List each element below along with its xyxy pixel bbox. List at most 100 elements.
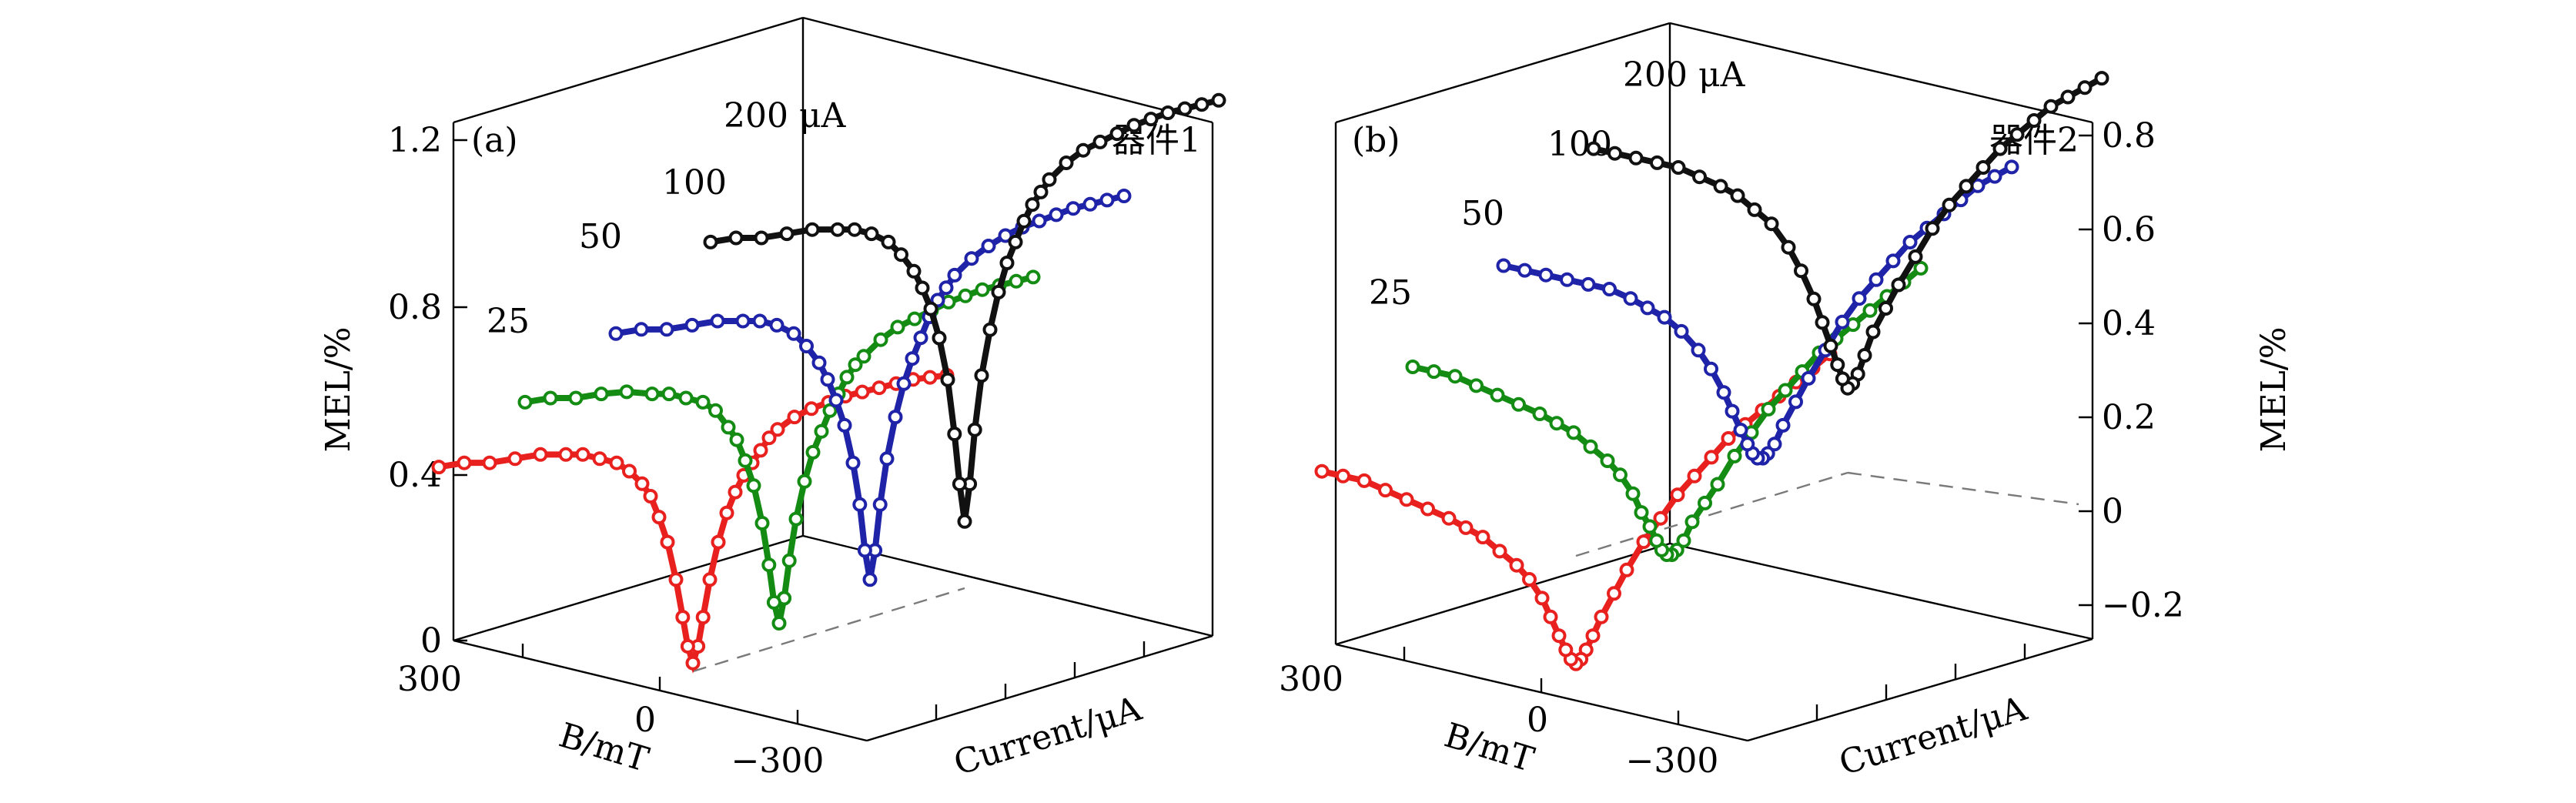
data-point	[1913, 260, 1929, 276]
data-point	[1710, 477, 1725, 492]
data-point	[1126, 118, 1142, 133]
data-point	[1830, 357, 1845, 373]
b-tick-label: 0	[634, 701, 656, 740]
data-point	[1835, 371, 1850, 386]
data-point	[1908, 249, 1923, 264]
data-point	[1025, 269, 1041, 285]
data-point	[592, 451, 607, 467]
data-point	[1775, 417, 1791, 433]
data-point	[608, 326, 624, 341]
b-tick-label: −300	[731, 741, 825, 781]
data-point	[828, 393, 844, 408]
data-point	[1992, 141, 2008, 156]
data-point	[1657, 309, 1672, 325]
data-point	[1674, 323, 1689, 339]
data-point	[685, 655, 701, 671]
data-point	[1092, 134, 1108, 149]
data-point	[766, 594, 781, 610]
data-point	[982, 322, 998, 337]
series-label: 50	[579, 217, 622, 256]
current-axis-label: Current/μA	[1835, 689, 2032, 784]
data-point	[771, 616, 787, 631]
b-axis-label: B/mT	[1440, 715, 1538, 779]
axis-edge	[1335, 22, 1671, 124]
data-point	[1781, 239, 1796, 255]
y-tick-label: 0.4	[2102, 304, 2156, 343]
series-3: 100	[1496, 125, 2019, 466]
data-point	[1684, 514, 1700, 530]
data-point	[1942, 197, 1957, 212]
data-point	[1852, 291, 1867, 306]
y-tick-label: 0.2	[2102, 398, 2156, 437]
data-point	[1378, 483, 1393, 498]
data-point	[2043, 99, 2059, 114]
data-point	[675, 610, 691, 625]
data-point	[1116, 189, 1132, 203]
data-point	[533, 447, 548, 462]
y-tick-label: −0.2	[2102, 586, 2184, 625]
data-point	[1211, 92, 1226, 108]
data-point	[881, 234, 896, 249]
data-point	[1405, 360, 1420, 374]
data-point	[1704, 361, 1718, 376]
data-point	[805, 222, 820, 237]
y-tick-label: 0.4	[388, 456, 442, 495]
series-label: 100	[662, 163, 727, 202]
data-point	[2060, 89, 2076, 105]
data-point	[1636, 534, 1651, 550]
data-point	[1619, 562, 1634, 577]
data-point	[1076, 142, 1091, 158]
data-point	[1586, 141, 1601, 156]
data-point	[1642, 519, 1658, 534]
data-point	[1441, 510, 1457, 526]
data-point	[1801, 370, 1816, 386]
data-point	[1716, 385, 1731, 400]
data-point	[703, 234, 718, 249]
data-point	[1747, 202, 1762, 217]
data-point	[543, 390, 558, 406]
data-point	[1764, 216, 1779, 232]
data-point	[1059, 156, 1074, 170]
data-point	[788, 511, 804, 527]
data-point	[907, 311, 922, 326]
y-tick-label: 0	[2102, 492, 2123, 531]
data-point	[651, 510, 667, 525]
data-point	[1049, 207, 1064, 222]
data-point	[1721, 431, 1736, 446]
y-tick-label: 1.2	[388, 121, 442, 160]
data-point	[1628, 150, 1644, 166]
data-point	[1613, 467, 1628, 483]
data-point	[1420, 501, 1435, 517]
data-point	[1891, 277, 1906, 293]
data-point	[820, 372, 835, 387]
data-point	[830, 222, 845, 237]
data-point	[1509, 557, 1524, 573]
y-tick-label: 0.8	[388, 288, 442, 327]
axis-edge	[1747, 637, 2093, 742]
data-point	[1788, 394, 1803, 410]
data-point	[1517, 263, 1532, 278]
data-point	[1649, 533, 1664, 548]
data-point	[1009, 273, 1024, 289]
axis-edge	[453, 534, 804, 642]
data-point	[1987, 169, 2002, 184]
data-point	[923, 301, 938, 316]
series-label: 200 μA	[724, 96, 847, 136]
data-point	[661, 386, 677, 402]
series-label: 50	[1461, 194, 1504, 233]
series-line	[438, 372, 948, 674]
data-point	[1687, 468, 1702, 483]
data-point	[1447, 369, 1463, 384]
data-point	[721, 420, 736, 435]
data-point	[781, 553, 797, 568]
data-point	[1740, 437, 1755, 452]
data-point	[797, 473, 812, 489]
data-point	[1511, 396, 1526, 412]
data-point	[761, 430, 777, 446]
data-point	[896, 376, 912, 391]
data-point	[967, 422, 982, 437]
data-point	[872, 497, 888, 512]
data-point	[1099, 192, 1115, 208]
series-line	[710, 97, 1219, 522]
